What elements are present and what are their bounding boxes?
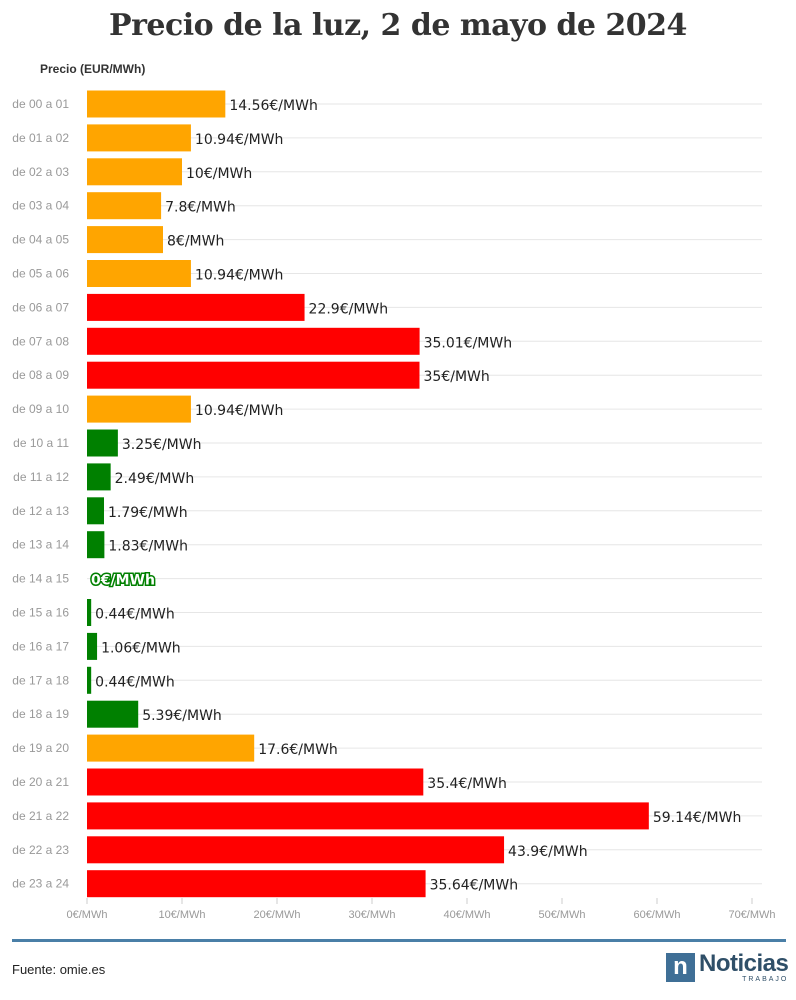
bar-value-label: 10.94€/MWh [195,403,284,419]
category-label: de 19 a 20 [12,741,69,755]
x-tick-label: 70€/MWh [728,909,775,921]
bar-value-label: 17.6€/MWh [258,742,338,758]
category-label: de 00 a 01 [12,97,69,111]
category-label: de 08 a 09 [12,368,69,382]
bar [87,90,226,118]
bar-value-label: 35€/MWh [424,369,490,385]
x-tick-label: 40€/MWh [443,909,490,921]
bar [87,429,118,457]
bar-value-label: 5.39€/MWh [142,708,222,724]
bar [87,666,92,694]
category-label: de 18 a 19 [12,707,69,721]
category-label: de 16 a 17 [12,639,69,653]
bar-value-label: 2.49€/MWh [115,471,195,487]
bars [87,90,649,898]
brand-logo: n Noticias TRABAJO [666,950,789,985]
bar [87,531,105,559]
bar [87,260,191,287]
bar [87,226,163,254]
bar-value-label: 35.64€/MWh [430,878,518,894]
bar-value-label: 43.9€/MWh [508,844,588,860]
value-labels: 14.56€/MWh 10.94€/MWh 10€/MWh 7.8€/MWh 8€/MW… [90,98,742,894]
category-label: de 04 a 05 [12,233,69,247]
category-label: de 01 a 02 [12,131,69,145]
category-label: de 22 a 23 [12,843,69,857]
bar-value-label: 3.25€/MWh [122,437,202,453]
x-tick-label: 0€/MWh [67,909,108,921]
category-label: de 21 a 22 [12,809,69,823]
category-label: de 10 a 11 [13,436,69,450]
bar [87,463,111,491]
logo-name: Noticias [699,950,789,977]
bar [87,700,139,728]
bar-value-label: 0€/MWh [91,573,155,589]
x-axis-ticks: 0€/MWh 10€/MWh 20€/MWh 30€/MWh 40€/MWh 50€/MW… [67,898,776,921]
category-label: de 07 a 08 [12,334,69,348]
bar-value-label: 35.4€/MWh [427,776,507,792]
x-tick-label: 60€/MWh [633,909,680,921]
x-tick-label: 10€/MWh [158,909,205,921]
bar-value-label: 35.01€/MWh [424,335,512,351]
bar-value-label: 59.14€/MWh [653,810,742,826]
bar-value-label: 8€/MWh [167,234,224,250]
bar-value-label: 22.9€/MWh [309,301,389,317]
bar-value-label: 10.94€/MWh [195,268,284,284]
category-label: de 02 a 03 [12,165,69,179]
category-label: de 13 a 14 [12,538,69,552]
bar-value-label: 0.44€/MWh [95,674,175,690]
bar [87,632,98,660]
grid-lines [87,103,762,885]
bar [87,192,162,220]
bar [87,158,182,186]
bar-value-label: 0.44€/MWh [95,607,175,623]
chart-title: Precio de la luz, 2 de mayo de 2024 [109,8,687,43]
bar [87,836,505,864]
bar-value-label: 1.79€/MWh [108,505,188,521]
bar [87,293,305,321]
bar [87,734,255,762]
category-label: de 12 a 13 [12,504,69,518]
logo-mark-icon: n [666,953,695,982]
bar-value-label: 1.83€/MWh [108,539,188,555]
bar [87,768,424,796]
category-label: de 23 a 24 [12,877,69,891]
bar-value-label: 10€/MWh [186,166,252,182]
category-label: de 20 a 21 [12,775,69,789]
bar [87,870,426,898]
bar-value-label: 7.8€/MWh [165,200,236,216]
bar-value-label: 1.06€/MWh [101,640,181,656]
category-label: de 09 a 10 [12,402,69,416]
y-axis-label: Precio (EUR/MWh) [40,62,145,76]
bar [87,599,92,626]
bar [87,327,420,355]
bar [87,361,420,389]
footer-divider [12,939,786,942]
category-labels: de 00 a 01 de 01 a 02 de 02 a 03 de 03 a 04… [12,97,69,891]
x-tick-label: 20€/MWh [253,909,300,921]
category-label: de 06 a 07 [12,300,69,314]
bar [87,802,649,830]
x-tick-label: 50€/MWh [538,909,585,921]
bar [87,395,191,423]
category-label: de 14 a 15 [12,572,69,586]
logo-subtitle: TRABAJO [742,976,789,983]
category-label: de 11 a 12 [13,470,69,484]
x-tick-label: 30€/MWh [348,909,395,921]
category-label: de 03 a 04 [12,199,69,213]
source-note: Fuente: omie.es [12,962,106,977]
bar-value-label: 10.94€/MWh [195,132,284,148]
category-label: de 17 a 18 [12,673,69,687]
bar-value-label: 14.56€/MWh [229,98,318,114]
bar [87,124,191,152]
category-label: de 05 a 06 [12,267,69,281]
bar [87,497,105,525]
category-label: de 15 a 16 [12,606,69,620]
